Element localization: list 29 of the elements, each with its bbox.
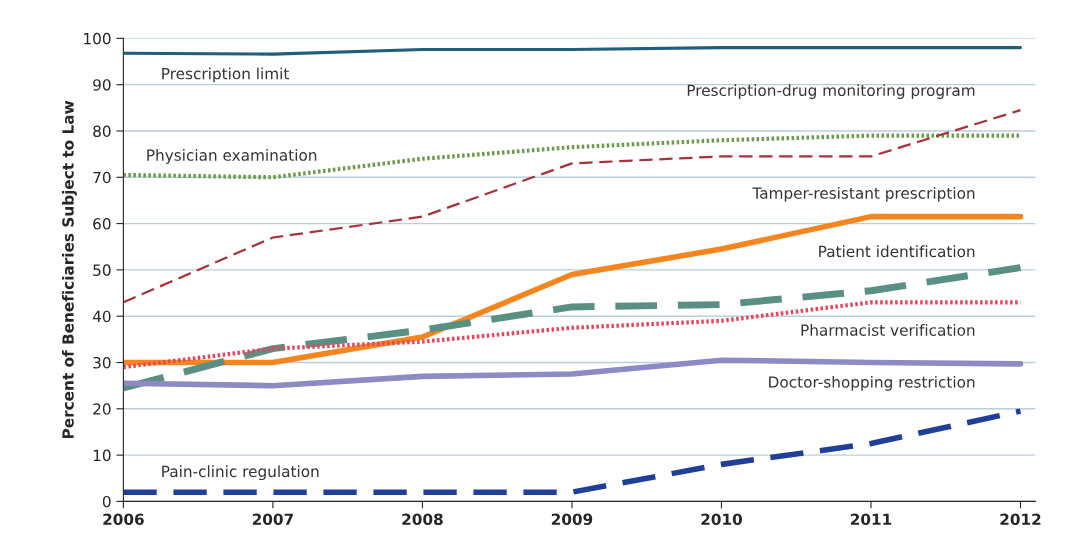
- y-tick-label: 0: [102, 495, 111, 508]
- y-tick-label: 30: [93, 356, 111, 369]
- series-label: Prescription-drug monitoring program: [687, 84, 975, 99]
- y-tick-label: 90: [93, 79, 111, 91]
- y-tick-label: 80: [93, 125, 111, 137]
- line-series: [123, 46, 1023, 56]
- series-label: Physician examination: [147, 149, 317, 164]
- series-label: Pharmacist verification: [801, 324, 975, 336]
- y-tick-label: 10: [93, 449, 111, 462]
- y-tick-label: 60: [93, 218, 111, 230]
- x-tick-label: 2006: [103, 513, 144, 526]
- series-label: Prescription limit: [162, 67, 289, 83]
- line-series: [123, 109, 1022, 304]
- x-tick-label: 2011: [850, 513, 892, 526]
- x-tick-label: 2010: [701, 513, 742, 526]
- x-tick-label: 2008: [402, 513, 443, 526]
- y-tick-label: 40: [92, 310, 111, 323]
- x-tick-label: 2007: [252, 513, 293, 526]
- x-tick-label: 2012: [1000, 513, 1041, 526]
- y-tick-label: 100: [84, 32, 111, 45]
- series-label: Pain-clinic regulation: [162, 465, 319, 481]
- series-label: Patient identification: [819, 245, 975, 258]
- y-tick-label: 20: [93, 403, 111, 415]
- y-axis-title: Percent of Beneficiaries Subject to Law: [61, 100, 77, 439]
- series-label: Doctor-shopping restriction: [769, 375, 975, 391]
- series-label: Tamper-resistant prescription: [752, 187, 975, 202]
- x-tick-label: 2009: [551, 513, 593, 526]
- y-tick-label: 50: [93, 264, 111, 276]
- y-tick-label: 70: [93, 171, 111, 184]
